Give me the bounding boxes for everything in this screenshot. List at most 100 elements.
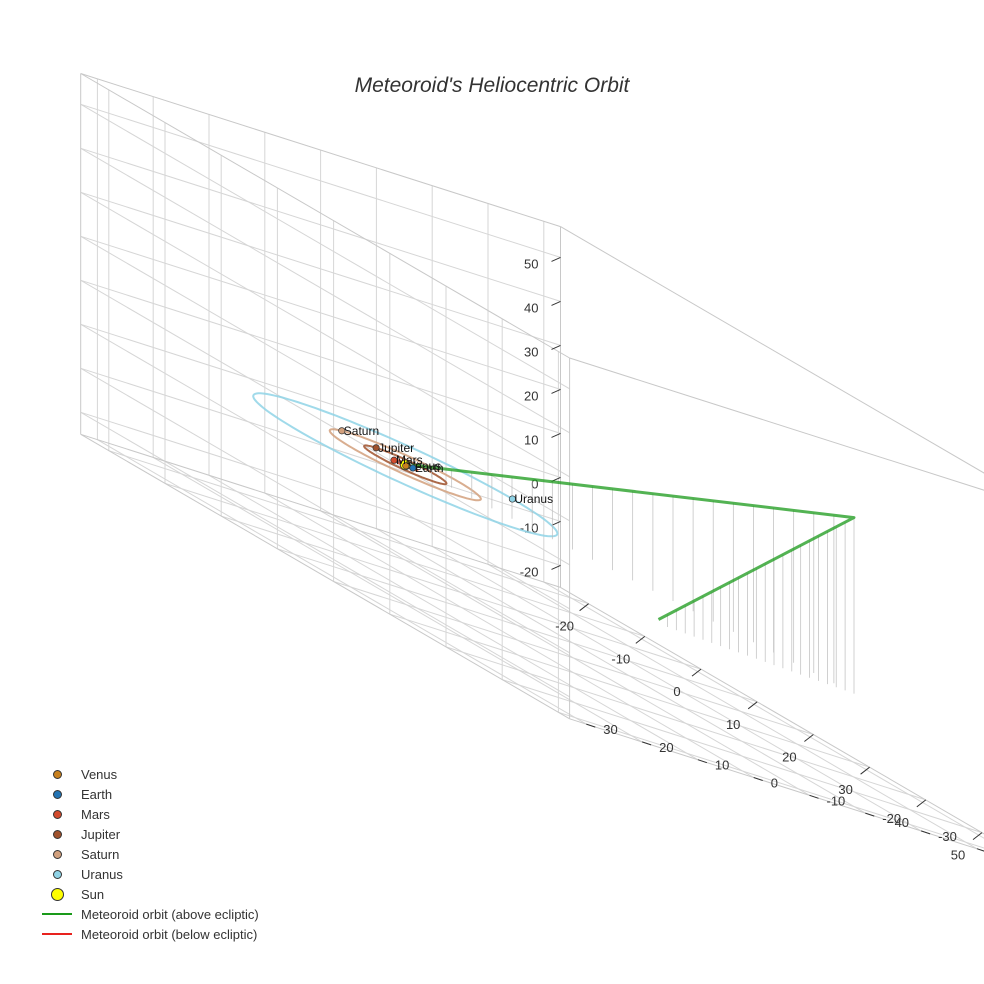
grid-line-floor-y [376, 528, 866, 814]
z-tick-mark [551, 520, 561, 526]
planet-marker-saturn [338, 427, 346, 435]
x-tick-mark [635, 636, 646, 644]
legend-marker [52, 769, 62, 779]
grid-line-back-z [80, 411, 561, 566]
legend-swatch [38, 924, 76, 944]
planet-label-jupiter: Jupiter [378, 441, 414, 455]
legend-label: Meteoroid orbit (below ecliptic) [81, 926, 258, 942]
legend: Venus Earth Mars Jupiter Saturn Uranus Sun Mete… [38, 764, 259, 944]
grid-line-floor-y [487, 563, 978, 850]
legend-label: Mars [81, 806, 110, 822]
z-tick-mark [551, 388, 561, 394]
meteoroid-orbit-above-line [411, 463, 856, 621]
z-tick-label: 10 [524, 432, 538, 447]
legend-swatch [38, 764, 76, 784]
tick-labels-group: -20-1001020304050-20-100102030405060-50-… [520, 256, 984, 863]
grid-line-side-z [80, 367, 570, 654]
x-tick-mark [916, 799, 927, 808]
grid-line-side-z [80, 235, 570, 522]
x-tick-label: 10 [726, 717, 740, 732]
axis-box-edge [80, 73, 570, 359]
grid-line-floor-y [320, 510, 810, 796]
legend-item[interactable]: Meteoroid orbit (above ecliptic) [38, 904, 259, 924]
legend-item[interactable]: Jupiter [38, 824, 259, 844]
y-tick-mark [920, 830, 931, 835]
grid-line-side-z [80, 323, 570, 610]
y-tick-mark [697, 759, 708, 764]
drop-lines-group [431, 467, 855, 694]
legend-marker [52, 789, 62, 799]
legend-item[interactable]: Sun [38, 884, 259, 904]
x-tick-mark [691, 668, 702, 677]
legend-marker [52, 869, 62, 879]
grid-line-back-z [80, 367, 561, 522]
y-tick-label: -30 [938, 829, 957, 844]
axis-box-edge [80, 73, 561, 228]
legend-marker [52, 849, 62, 859]
grid-line-side-z [80, 147, 570, 434]
z-tick-mark [551, 344, 561, 350]
legend-item[interactable]: Uranus [38, 864, 259, 884]
planet-marker-mars [390, 456, 398, 464]
planet-label-uranus: Uranus [514, 492, 553, 506]
axis-box-edge [569, 357, 984, 491]
grid-line-back-z [80, 235, 561, 390]
y-tick-label: -20 [882, 811, 901, 826]
planet-marker-venus [402, 462, 410, 470]
x-tick-label: -10 [611, 651, 630, 666]
x-tick-mark [579, 603, 589, 612]
z-tick-label: -20 [520, 564, 539, 579]
grid-line-back-z [80, 147, 561, 302]
legend-item[interactable]: Saturn [38, 844, 259, 864]
grid-line-floor-y [97, 439, 587, 725]
x-tick-label: 0 [673, 684, 680, 699]
grid-line-floor-y [543, 581, 984, 839]
grid-line-floor-y [264, 492, 754, 778]
x-tick-label: -20 [555, 619, 574, 634]
legend-swatch [38, 864, 76, 884]
x-tick-label: 40 [895, 815, 909, 830]
legend-item[interactable]: Mars [38, 804, 259, 824]
grid-line-side-z [80, 191, 570, 478]
z-tick-mark [551, 564, 561, 570]
legend-label: Sun [81, 886, 105, 902]
grid-line-side-z [80, 411, 570, 698]
legend-swatch [38, 844, 76, 864]
legend-marker [52, 809, 62, 819]
legend-marker [50, 887, 64, 901]
grid-line-back-z [80, 191, 561, 346]
axis-box-edge [80, 433, 570, 720]
legend-item[interactable]: Meteoroid orbit (below ecliptic) [38, 924, 259, 944]
legend-swatch [38, 884, 76, 904]
legend-item[interactable]: Earth [38, 784, 259, 804]
legend-marker [42, 933, 72, 935]
y-tick-label: 0 [771, 776, 778, 791]
z-tick-label: 50 [524, 256, 538, 271]
y-tick-mark [865, 812, 875, 817]
axis-box-edge [560, 586, 984, 835]
legend-label: Saturn [81, 846, 120, 862]
grid-line-side-z [80, 279, 570, 566]
legend-swatch [38, 824, 76, 844]
y-tick-label: 20 [659, 740, 673, 755]
grid-line-floor-y [152, 456, 643, 743]
planet-marker-earth [409, 464, 417, 472]
legend-label: Jupiter [81, 826, 121, 842]
z-tick-mark [551, 432, 561, 438]
legend-label: Meteoroid orbit (above ecliptic) [81, 906, 259, 922]
y-tick-label: 10 [715, 758, 729, 773]
legend-swatch [38, 784, 76, 804]
x-tick-mark [972, 832, 983, 840]
z-tick-label: 30 [524, 344, 538, 359]
y-tick-mark [809, 794, 819, 799]
legend-swatch [38, 804, 76, 824]
meteoroid-orbit-group [411, 463, 856, 621]
z-tick-label: 0 [531, 476, 538, 491]
axis-box-edge [560, 226, 984, 474]
legend-item[interactable]: Venus [38, 764, 259, 784]
chart-title: Meteoroid's Heliocentric Orbit [354, 74, 630, 97]
planet-label-saturn: Saturn [344, 424, 379, 438]
y-tick-label: -10 [827, 793, 846, 808]
